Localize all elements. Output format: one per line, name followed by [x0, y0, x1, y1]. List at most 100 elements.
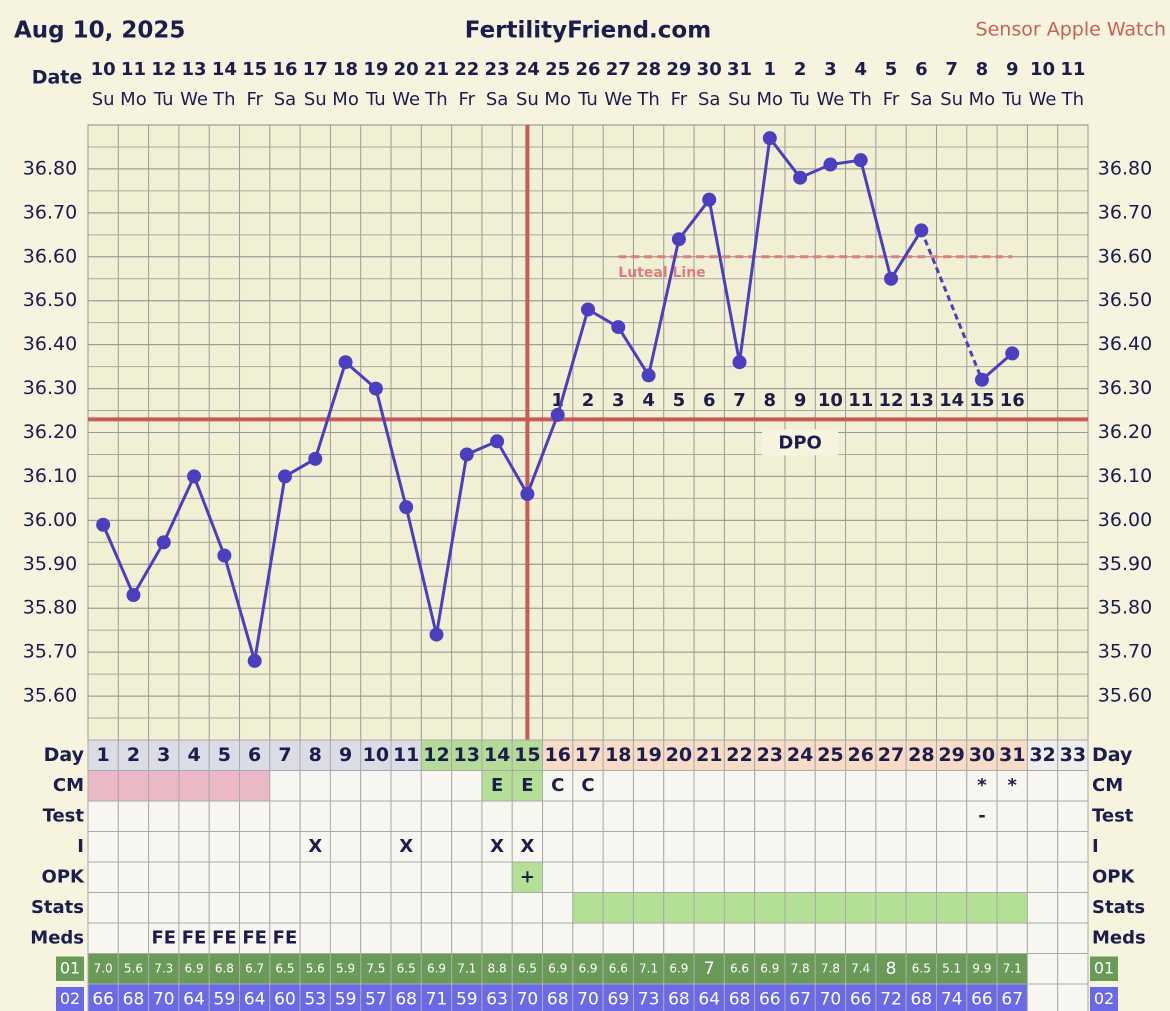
reading-cell	[481, 983, 513, 1011]
temperature-point	[611, 320, 626, 335]
table-cell	[299, 892, 331, 924]
weekday-label: Th	[636, 89, 659, 110]
weekday-label: Su	[940, 89, 963, 110]
table-cell	[814, 922, 847, 954]
reading-value: 5.9	[336, 961, 355, 975]
table-cell	[754, 831, 786, 863]
cycle-day: 27	[878, 744, 904, 766]
date-label: 9	[1006, 59, 1019, 80]
chart-date: Aug 10, 2025	[14, 18, 185, 44]
table-cell	[935, 831, 968, 863]
reading-cell	[299, 983, 331, 1011]
temperature-point	[702, 192, 717, 207]
table-cell	[269, 892, 301, 924]
table-cell	[602, 831, 634, 863]
table-cell	[420, 922, 453, 954]
dpo-label: 6	[703, 390, 716, 411]
reading-value: 7.1	[1003, 961, 1022, 975]
weekday-label: Fr	[246, 89, 263, 110]
cycle-day: 1	[97, 744, 110, 766]
reading-value: 74	[941, 989, 963, 1009]
table-cell	[208, 892, 241, 924]
y-tick-label: 35.90	[23, 553, 77, 575]
table-cell	[996, 800, 1028, 832]
date-label: 18	[333, 59, 358, 80]
row-label: Meds	[30, 927, 84, 948]
reading-value: 70	[153, 989, 175, 1009]
y2-tick-label: 36.60	[1098, 245, 1152, 267]
cycle-day: 6	[248, 744, 261, 766]
table-cell	[178, 739, 210, 771]
date-label: 3	[824, 59, 837, 80]
table-cell	[814, 739, 847, 771]
date-label: 22	[454, 59, 479, 80]
table-cell	[723, 800, 756, 832]
table-cell	[754, 739, 786, 771]
table-cell	[542, 831, 574, 863]
table-cell	[239, 861, 271, 893]
weekday-label: We	[604, 89, 632, 110]
table-cell	[269, 831, 301, 863]
table-cell	[269, 800, 301, 832]
row-label-right: Meds	[1092, 927, 1146, 948]
y2-tick-label: 35.90	[1098, 553, 1152, 575]
cycle-day: 11	[393, 744, 419, 766]
row-cell-text: E	[491, 775, 503, 796]
reading-value: 59	[456, 989, 478, 1009]
cycle-day: 25	[817, 744, 843, 766]
table-cell	[239, 892, 271, 924]
y-tick-label: 36.50	[23, 289, 77, 311]
reading-value: 6.9	[185, 961, 204, 975]
reading-cell	[239, 983, 271, 1011]
y-tick-label: 36.30	[23, 377, 77, 399]
reading-value: 7.8	[791, 961, 810, 975]
row-cell-text: X	[520, 836, 534, 857]
table-cell	[996, 892, 1028, 924]
reading-label-box	[56, 956, 84, 981]
table-cell	[754, 922, 786, 954]
table-cell	[935, 922, 968, 954]
reading-label-box-right	[1090, 956, 1118, 981]
y2-tick-label: 35.70	[1098, 641, 1152, 663]
cycle-day: 18	[605, 744, 631, 766]
table-cell	[148, 892, 180, 924]
reading-value: 6.5	[397, 961, 416, 975]
reading-cell	[572, 983, 604, 1011]
weekday-label: Mo	[969, 89, 996, 110]
table-cell	[784, 770, 816, 802]
reading-value: 6.5	[912, 961, 931, 975]
table-cell	[905, 892, 937, 924]
weekday-label: Tu	[577, 89, 598, 110]
row-cell-text: X	[308, 836, 322, 857]
table-cell	[845, 800, 877, 832]
table-cell	[754, 800, 786, 832]
reading-value: 7.5	[366, 961, 385, 975]
table-cell	[451, 831, 483, 863]
reading-cell	[935, 953, 968, 985]
cycle-day: 28	[908, 744, 934, 766]
reading-label-right: 01	[1094, 958, 1114, 977]
weekday-label: Th	[1061, 89, 1084, 110]
table-cell	[935, 861, 968, 893]
date-label: 14	[212, 59, 237, 80]
table-cell	[663, 800, 695, 832]
reading-cell	[784, 983, 816, 1011]
table-cell	[1026, 831, 1059, 863]
table-cell	[632, 922, 665, 954]
y2-tick-label: 35.80	[1098, 597, 1152, 619]
table-cell	[148, 922, 180, 954]
temperature-point	[338, 355, 353, 370]
reading-value: 9.9	[972, 961, 991, 975]
y-tick-label: 36.20	[23, 421, 77, 443]
table-cell	[1057, 831, 1089, 863]
reading-value: 6.9	[578, 961, 597, 975]
y2-tick-label: 36.00	[1098, 509, 1152, 531]
table-cell	[420, 861, 453, 893]
table-cell	[996, 922, 1028, 954]
date-label: 10	[91, 59, 116, 80]
reading-value: 6.9	[548, 961, 567, 975]
table-cell	[360, 892, 392, 924]
reading-cell	[208, 983, 241, 1011]
weekday-label: Mo	[544, 89, 571, 110]
cycle-day: 15	[514, 744, 540, 766]
